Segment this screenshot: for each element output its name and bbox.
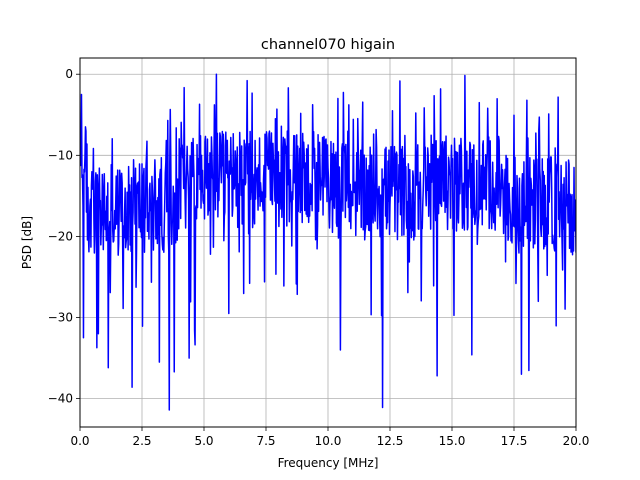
y-axis-label: PSD [dB] <box>20 216 34 269</box>
x-tick-label: 10.0 <box>315 434 342 448</box>
y-tick-label: −40 <box>48 392 73 406</box>
x-tick-label: 5.0 <box>194 434 213 448</box>
psd-series-line <box>80 73 576 411</box>
x-axis: 0.0 2.5 5.0 7.5 10.0 12.5 15.0 17.5 20.0 <box>70 427 589 448</box>
series-layer <box>80 73 576 411</box>
x-tick-label: 17.5 <box>501 434 528 448</box>
x-tick-label: 2.5 <box>132 434 151 448</box>
y-tick-label: −20 <box>48 229 73 243</box>
y-tick-label: −10 <box>48 148 73 162</box>
x-tick-label: 12.5 <box>377 434 404 448</box>
x-tick-label: 0.0 <box>70 434 89 448</box>
x-tick-label: 20.0 <box>563 434 590 448</box>
x-tick-label: 15.0 <box>439 434 466 448</box>
y-axis: 0 −10 −20 −30 −40 <box>48 67 80 406</box>
y-tick-label: −30 <box>48 311 73 325</box>
y-tick-label: 0 <box>65 67 73 81</box>
x-axis-label: Frequency [MHz] <box>278 456 379 470</box>
x-tick-label: 7.5 <box>256 434 275 448</box>
chart-title: channel070 higain <box>261 37 395 53</box>
